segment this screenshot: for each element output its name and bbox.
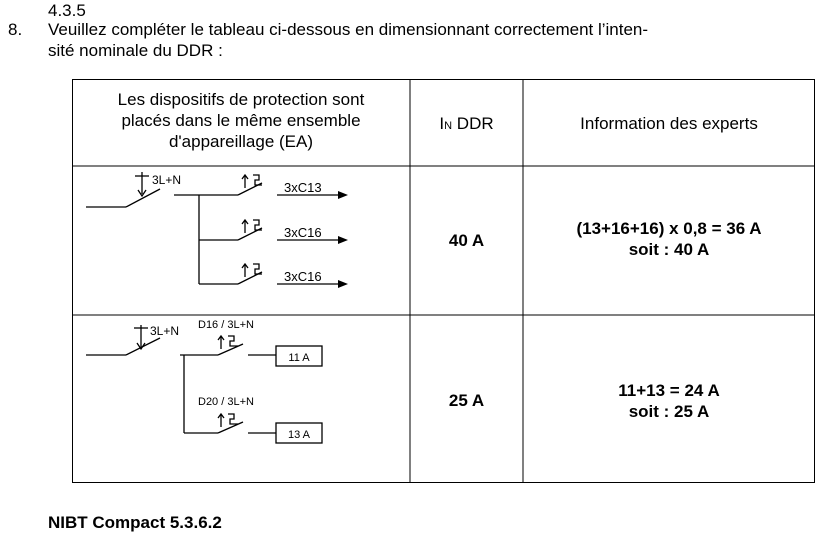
header-expert-info: Information des experts — [580, 114, 758, 133]
row2-result: soit : 25 A — [628, 402, 710, 421]
question-number: 8. — [8, 20, 23, 39]
row1-result: soit : 40 A — [628, 240, 710, 259]
row2-device-1-label: D16 / 3L+N — [198, 319, 254, 331]
row1-expert-info: (13+16+16) x 0,8 = 36 A soit : 40 A — [523, 218, 815, 260]
table-grid — [72, 79, 815, 483]
row2-load-1-label: 11 A — [288, 352, 310, 364]
header-in-symbol: I — [439, 114, 445, 133]
row1-feeder-2-label: 3xC16 — [284, 225, 322, 240]
row2-supply-label: 3L+N — [150, 324, 179, 338]
header-devices-line-1: Les dispositifs de protection sont — [117, 90, 365, 109]
row1-feeder-1-label: 3xC13 — [284, 180, 322, 195]
ddr-table: Les dispositifs de protection sont placé… — [72, 79, 815, 483]
row1-supply-label: 3L+N — [152, 173, 181, 187]
row1-in-ddr-value: 40 A — [448, 231, 485, 250]
row1-calculation: (13+16+16) x 0,8 = 36 A — [576, 219, 762, 238]
footer-reference: NIBT Compact 5.3.6.2 — [48, 513, 222, 532]
header-devices-line-2: placés dans le même ensemble — [121, 111, 361, 130]
header-in-subscript: N — [444, 120, 453, 132]
row2-device-2-label: D20 / 3L+N — [198, 396, 254, 408]
question-line-1: Veuillez compléter le tableau ci-dessous… — [48, 20, 649, 39]
question-line-2: sité nominale du DDR : — [48, 41, 223, 60]
row2-in-ddr-value: 25 A — [448, 391, 485, 410]
section-number: 4.3.5 — [48, 1, 86, 20]
row1-feeder-3-label: 3xC16 — [284, 269, 322, 284]
header-in-ddr-label: DDR — [452, 114, 494, 133]
row2-calculation: 11+13 = 24 A — [618, 381, 720, 400]
header-devices: Les dispositifs de protection sont placé… — [72, 89, 410, 152]
header-devices-line-3: d'appareillage (EA) — [168, 132, 314, 151]
row2-expert-info: 11+13 = 24 A soit : 25 A — [523, 380, 815, 422]
row2-circuit-diagram: 3L+N D16 / 3L+N 11 A D20 / 3L+N 13 A — [86, 319, 323, 444]
row2-load-2-label: 13 A — [288, 429, 311, 441]
row1-circuit-diagram: 3L+N 3xC13 3xC16 3xC16 — [86, 172, 348, 288]
header-in-ddr: IN DDR — [410, 113, 523, 137]
